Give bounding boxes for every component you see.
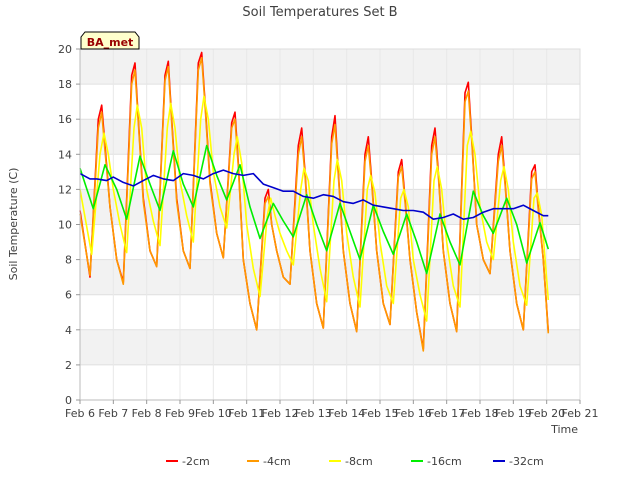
background-band [80, 259, 580, 295]
x-tick-label: Feb 6 [65, 407, 95, 420]
y-tick-label: 14 [58, 148, 72, 161]
x-tick-label: Feb 7 [98, 407, 128, 420]
series-line-minus-32cm [79, 169, 549, 220]
legend-item-minus-32cm: -32cm [493, 455, 544, 468]
x-tick-label: Feb 20 [528, 407, 565, 420]
background-band [80, 119, 580, 155]
x-axis-label: Time [550, 423, 578, 436]
series-line-minus-8cm [79, 95, 550, 322]
y-tick-label: 2 [65, 359, 72, 372]
y-tick-label: 8 [65, 254, 72, 267]
legend-label: -8cm [345, 455, 373, 468]
station-label-text: BA_met [87, 36, 134, 49]
x-tick-label: Feb 14 [328, 407, 365, 420]
y-tick-label: 16 [58, 113, 72, 126]
y-tick-label: 6 [65, 289, 72, 302]
x-tick-label: Feb 8 [132, 407, 162, 420]
x-tick-label: Feb 15 [362, 407, 399, 420]
legend-item-minus-16cm: -16cm [411, 455, 462, 468]
legend: -2cm -4cm -8cm -16cm -32cm [166, 455, 544, 468]
legend-label: -32cm [509, 455, 544, 468]
y-tick-label: 10 [58, 219, 72, 232]
legend-label: -4cm [263, 455, 291, 468]
legend-item-minus-8cm: -8cm [329, 455, 373, 468]
x-tick-label: Feb 12 [262, 407, 299, 420]
y-tick-label: 20 [58, 43, 72, 56]
legend-item-minus-2cm: -2cm [166, 455, 210, 468]
chart-title: Soil Temperatures Set B [242, 5, 397, 20]
x-tick-label: Feb 13 [295, 407, 332, 420]
y-tick-label: 12 [58, 183, 72, 196]
legend-label: -16cm [427, 455, 462, 468]
x-tick-label: Feb 11 [228, 407, 265, 420]
y-tick-label: 0 [65, 394, 72, 407]
series-line-minus-16cm [79, 144, 550, 275]
legend-item-minus-4cm: -4cm [247, 455, 291, 468]
x-tick-label: Feb 17 [428, 407, 465, 420]
series-layer [79, 51, 550, 352]
x-tick-label: Feb 19 [495, 407, 532, 420]
x-tick-label: Feb 16 [395, 407, 432, 420]
x-tick-label: Feb 9 [165, 407, 195, 420]
x-tick-label: Feb 10 [195, 407, 232, 420]
station-label-badge: BA_met [80, 31, 140, 50]
y-axis-label: Soil Temperature (C) [7, 168, 20, 281]
y-tick-label: 18 [58, 78, 72, 91]
y-tick-label: 4 [65, 324, 72, 337]
legend-label: -2cm [182, 455, 210, 468]
background-band [80, 329, 580, 365]
x-tick-label: Feb 18 [462, 407, 499, 420]
x-tick-label: Feb 21 [562, 407, 599, 420]
background-band [80, 49, 580, 85]
